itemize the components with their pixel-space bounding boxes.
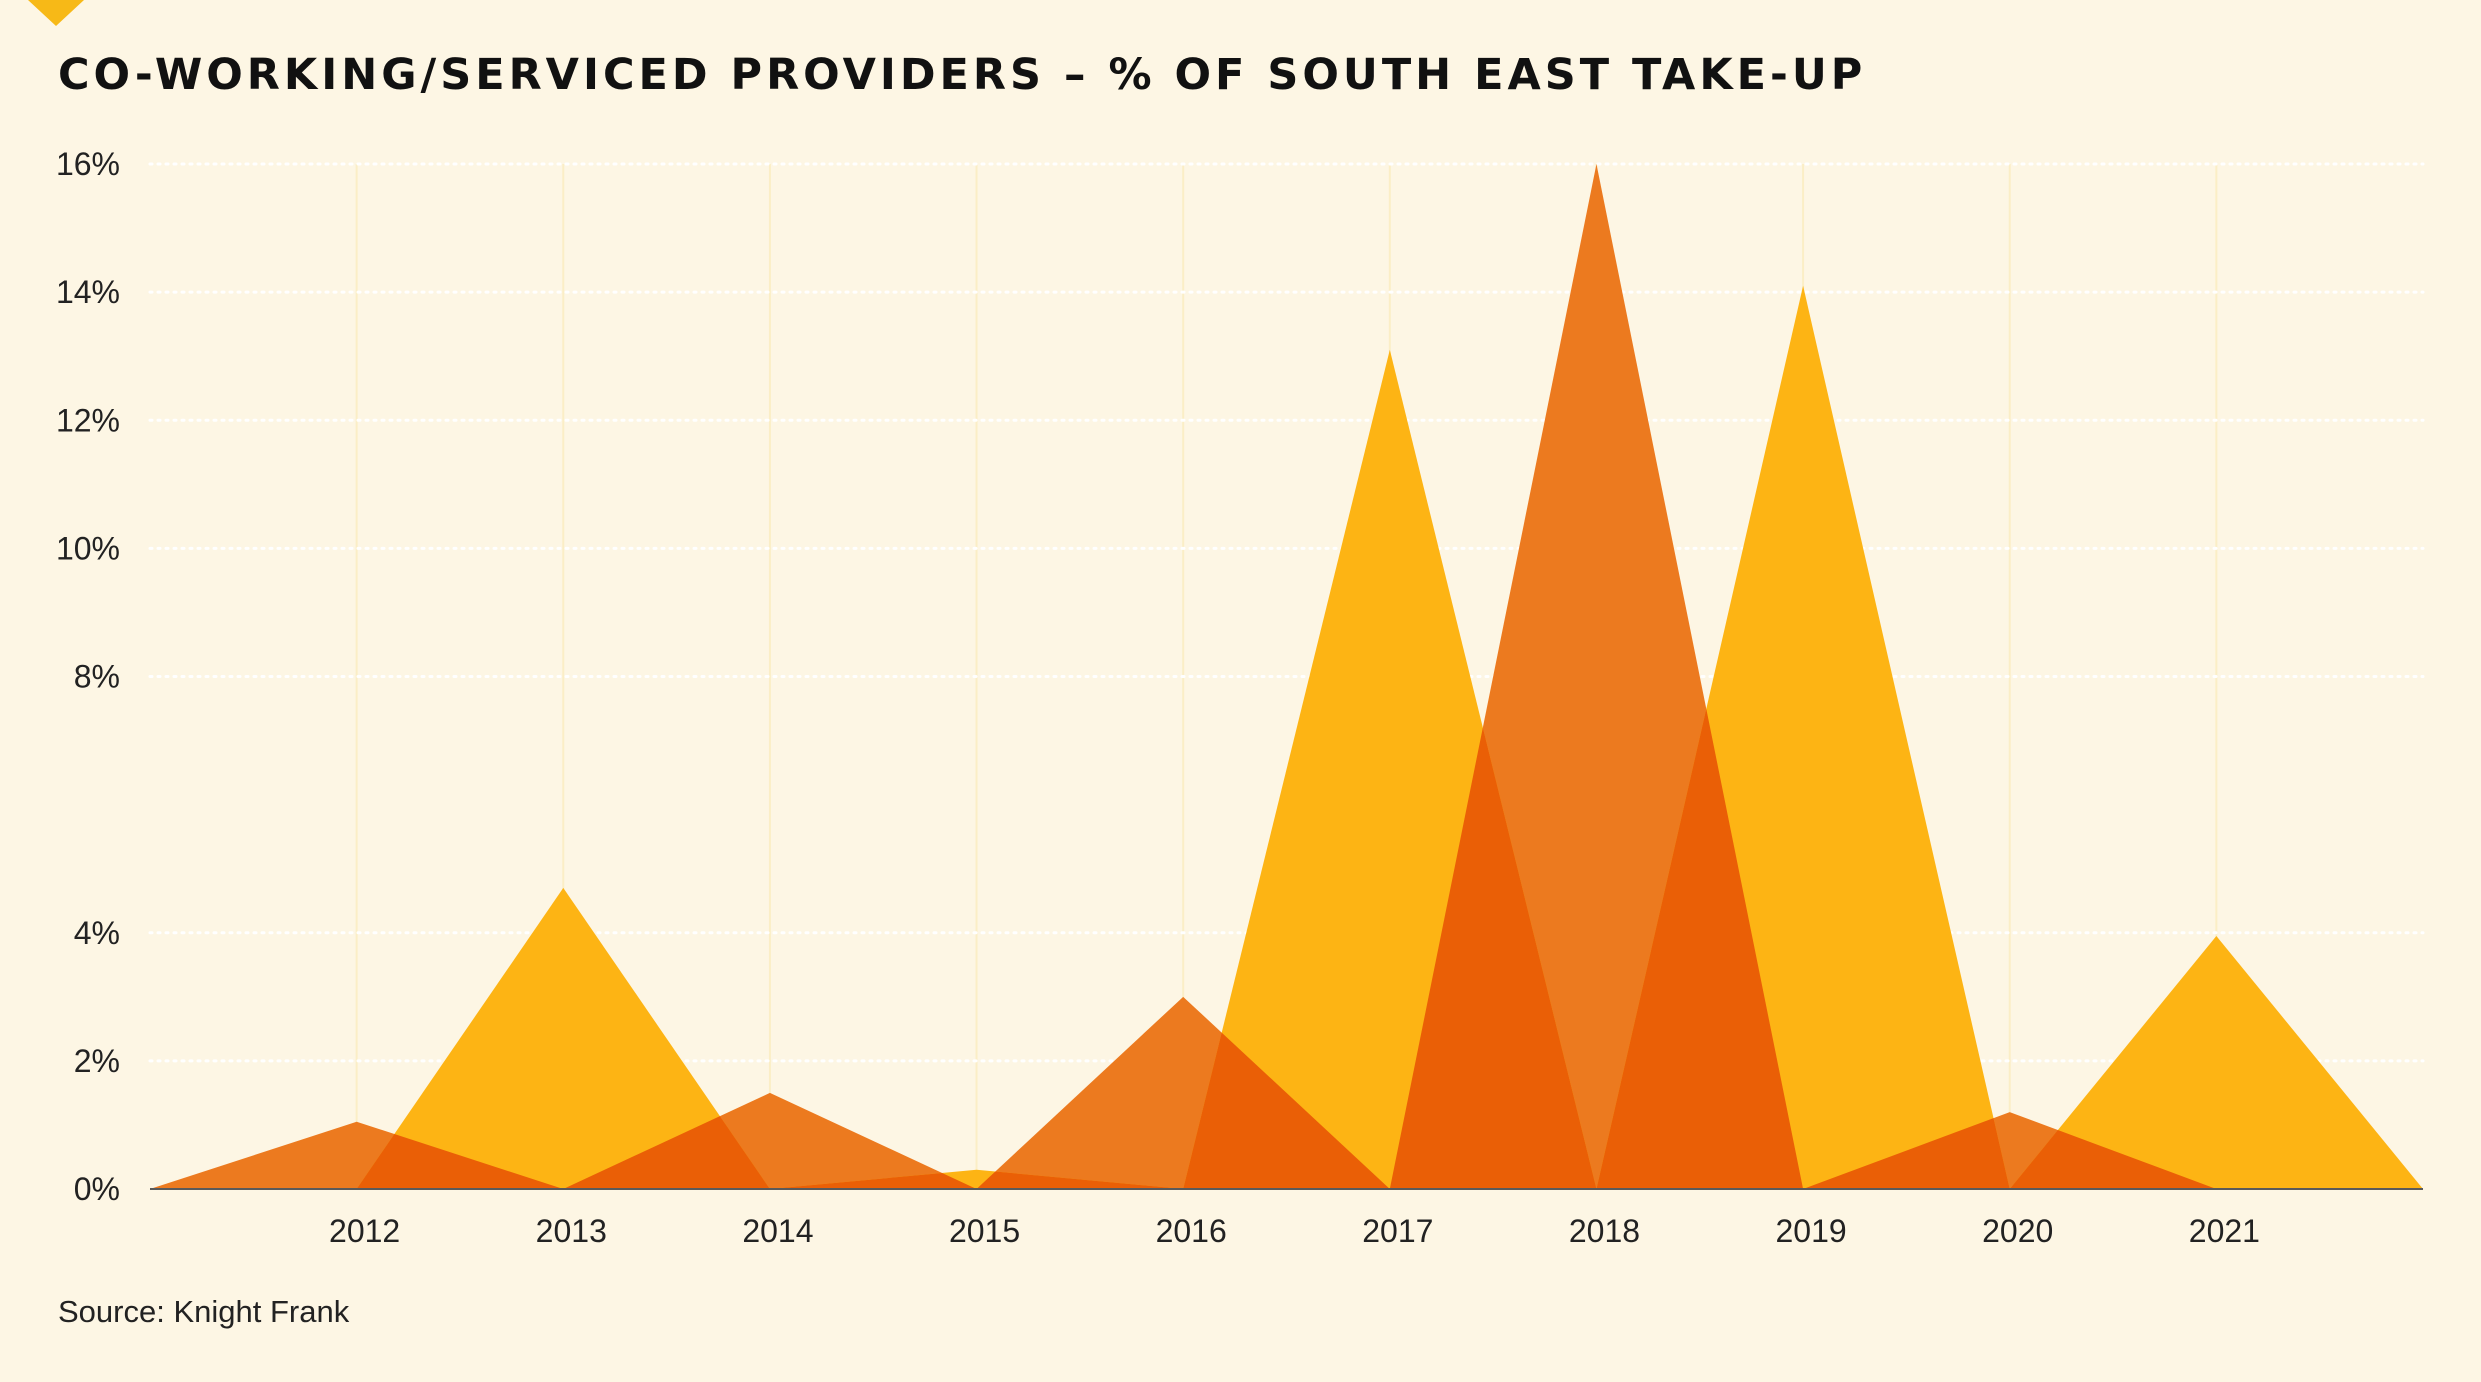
corner-triangle-marker	[28, 0, 84, 26]
overlap-areas	[356, 708, 2217, 1189]
overlap-region-2	[769, 1172, 977, 1189]
series-1-peak-2021	[2009, 935, 2423, 1189]
x-tick-label-2014: 2014	[742, 1213, 813, 1249]
overlap-region-3	[976, 1171, 1184, 1189]
x-tick-label-2013: 2013	[536, 1213, 607, 1249]
overlap-region-1	[563, 1116, 770, 1189]
series-1-peak-2013	[356, 887, 770, 1189]
y-tick-label-8%: 8%	[74, 659, 120, 695]
x-axis-tick-labels: 2012 2013 2014 2015 2016 2017 2018 2019 2020 2021	[329, 1213, 2260, 1249]
x-tick-label-2021: 2021	[2189, 1213, 2260, 1249]
y-tick-label-2%: 2%	[74, 1043, 120, 1079]
y-tick-label-4%: 4%	[74, 915, 120, 951]
x-tick-label-2015: 2015	[949, 1213, 1020, 1249]
x-tick-label-2020: 2020	[1982, 1213, 2053, 1249]
y-axis-tick-labels: 0% 2% 4% 8% 10% 12% 14% 16%	[56, 146, 120, 1207]
y-tick-label-16%: 16%	[56, 146, 120, 182]
overlap-region-8	[2009, 1130, 2217, 1189]
x-tick-label-2019: 2019	[1775, 1213, 1846, 1249]
source-note: Source: Knight Frank	[58, 1294, 350, 1329]
x-tick-label-2016: 2016	[1156, 1213, 1227, 1249]
y-tick-label-0%: 0%	[74, 1171, 120, 1207]
x-tick-label-2012: 2012	[329, 1213, 400, 1249]
overlap-region-5	[1389, 727, 1597, 1189]
x-tick-label-2018: 2018	[1569, 1213, 1640, 1249]
y-tick-label-14%: 14%	[56, 274, 120, 310]
x-tick-label-2017: 2017	[1362, 1213, 1433, 1249]
overlap-region-0	[356, 1134, 564, 1189]
overlap-region-4	[1183, 1032, 1390, 1189]
chart-title: CO-WORKING/SERVICED PROVIDERS – % OF SOU…	[58, 50, 1867, 100]
overlap-region-7	[1803, 1118, 2010, 1189]
y-tick-label-10%: 10%	[56, 530, 120, 566]
overlap-region-6	[1596, 708, 1804, 1189]
triangle-down-icon	[28, 0, 84, 26]
y-tick-label-12%: 12%	[56, 402, 120, 438]
